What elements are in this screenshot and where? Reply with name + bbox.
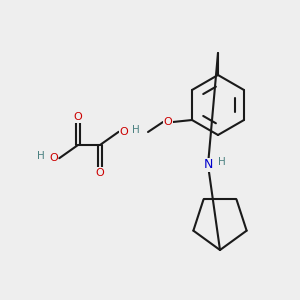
Text: O: O — [96, 168, 104, 178]
Text: O: O — [49, 153, 58, 163]
Text: H: H — [218, 157, 226, 167]
Text: O: O — [74, 112, 82, 122]
Text: N: N — [203, 158, 213, 172]
Text: O: O — [119, 127, 128, 137]
Text: H: H — [132, 125, 140, 135]
Text: O: O — [164, 117, 172, 127]
Text: H: H — [38, 151, 45, 161]
